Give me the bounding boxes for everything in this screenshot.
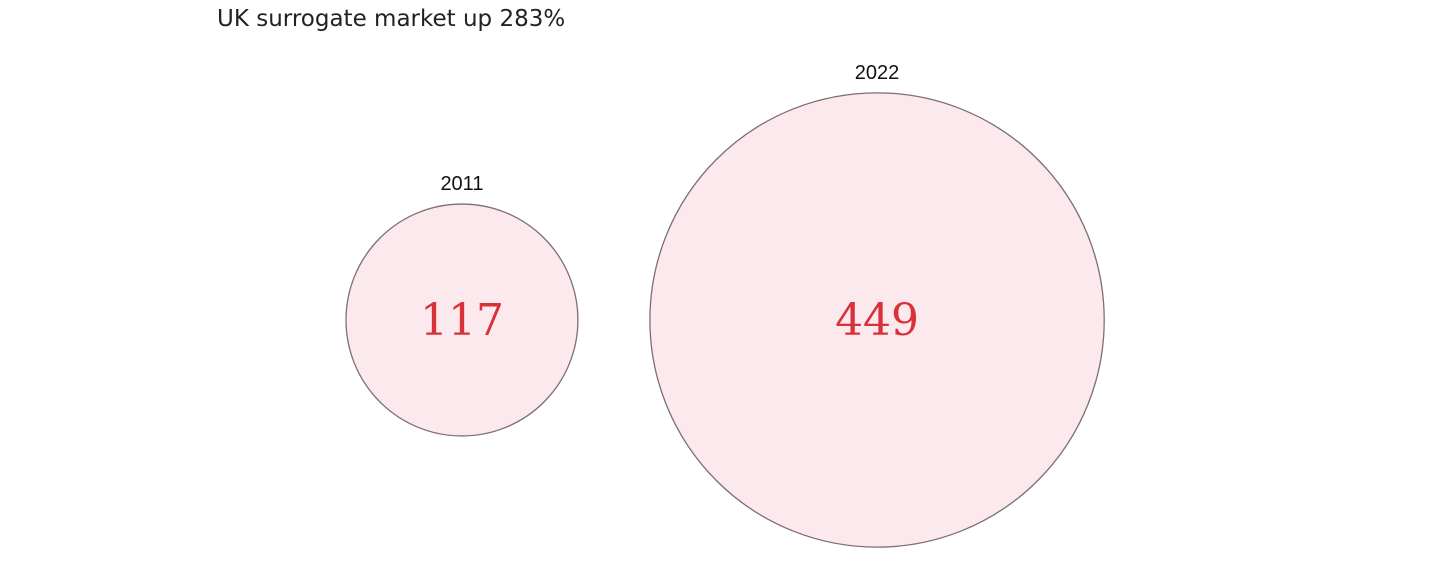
value-label: 117 [420, 295, 504, 346]
category-label: 2011 [440, 173, 483, 195]
category-label: 2022 [855, 62, 900, 84]
chart-title: UK surrogate market up 283% [217, 6, 565, 32]
bubble [345, 203, 579, 437]
value-label: 449 [835, 295, 919, 346]
bubble [649, 92, 1105, 548]
